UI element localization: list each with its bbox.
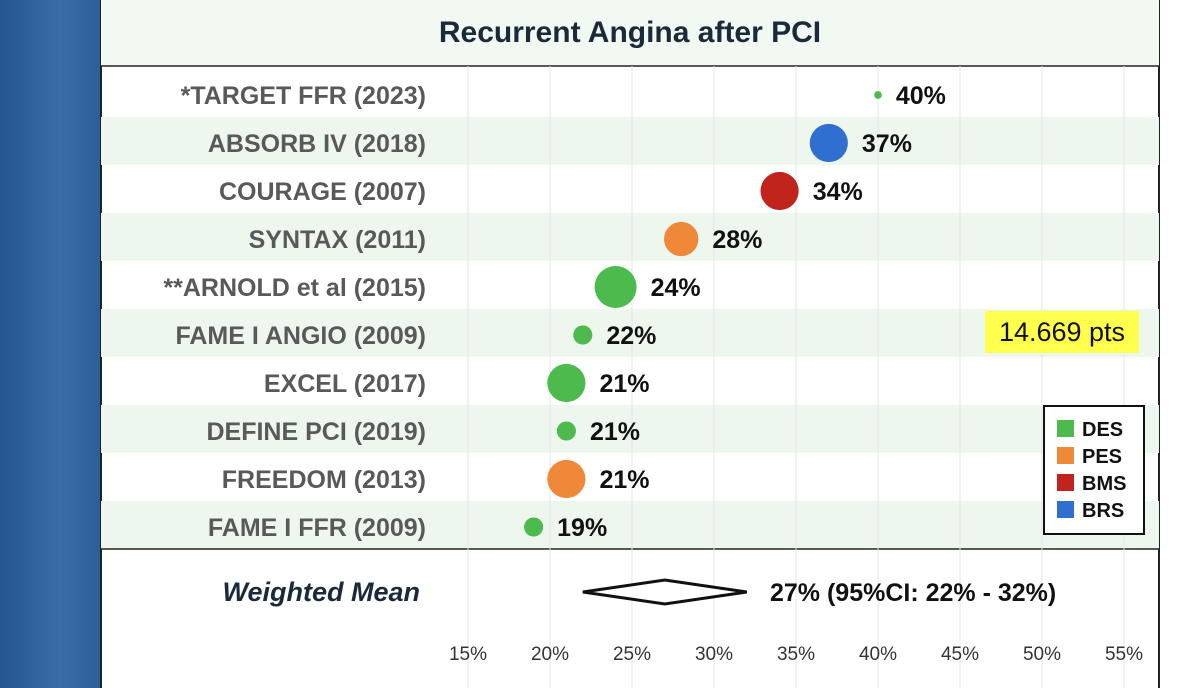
x-tick-label: 30% [695, 644, 733, 665]
x-tick-label: 25% [613, 644, 651, 665]
weighted-mean-value: 27% (95%CI: 22% - 32%) [770, 579, 1056, 607]
background-layer [101, 0, 1159, 550]
row-stripe [101, 213, 1159, 261]
legend-swatch [1057, 420, 1074, 437]
legend-label: PES [1082, 446, 1122, 468]
x-tick-label: 50% [1023, 644, 1061, 665]
study-marker [573, 325, 593, 345]
study-value-label: 40% [896, 82, 946, 110]
slide-margin [1160, 0, 1200, 688]
legend-swatch [1057, 474, 1074, 491]
study-value-label: 21% [599, 370, 649, 398]
study-value-label: 21% [590, 418, 640, 446]
study-marker [809, 123, 848, 163]
study-marker [556, 421, 576, 441]
row-stripe [101, 501, 1159, 549]
study-label: FAME I FFR (2009) [208, 514, 426, 542]
x-tick-label: 45% [941, 644, 979, 665]
row-stripe [101, 309, 1159, 357]
weighted-mean-layer: Weighted Mean 27% (95%CI: 22% - 32%) [222, 577, 1056, 607]
study-label: ABSORB IV (2018) [208, 130, 426, 158]
study-label: SYNTAX (2011) [249, 226, 426, 254]
legend-swatch [1057, 501, 1074, 518]
study-value-label: 28% [712, 226, 762, 254]
study-label: FAME I ANGIO (2009) [175, 322, 426, 350]
study-value-label: 34% [813, 178, 863, 206]
legend-label: DES [1082, 419, 1123, 441]
study-value-label: 21% [599, 466, 649, 494]
study-marker [524, 517, 544, 537]
study-marker [874, 91, 882, 99]
x-tick-label: 20% [531, 644, 569, 665]
weighted-mean-label: Weighted Mean [222, 577, 420, 607]
legend: DES PES BMS BRS [1043, 405, 1145, 535]
study-label: EXCEL (2017) [264, 370, 426, 398]
weighted-mean-diamond [582, 578, 748, 606]
x-tick-label: 15% [449, 644, 487, 665]
study-label: FREEDOM (2013) [222, 466, 426, 494]
study-value-label: 19% [557, 514, 607, 542]
study-marker [760, 171, 799, 211]
study-label: **ARNOLD et al (2015) [163, 274, 426, 302]
study-label: COURAGE (2007) [219, 178, 426, 206]
study-label: *TARGET FFR (2023) [181, 82, 426, 110]
legend-swatch [1057, 447, 1074, 464]
chart-title: Recurrent Angina after PCI [439, 16, 821, 49]
study-value-label: 37% [862, 130, 912, 158]
study-value-label: 22% [606, 322, 656, 350]
legend-label: BRS [1082, 500, 1124, 522]
study-marker [547, 459, 586, 499]
score-badge: 14.669 pts [985, 311, 1139, 353]
study-marker [594, 266, 637, 308]
row-stripe [101, 117, 1159, 165]
study-marker [664, 221, 699, 257]
study-marker [547, 363, 586, 403]
rows-layer: *TARGET FFR (2023) 40% ABSORB IV (2018) 37%… [163, 82, 945, 542]
x-tick-label: 40% [859, 644, 897, 665]
legend-label: BMS [1082, 473, 1126, 495]
row-stripe [101, 405, 1159, 453]
study-value-label: 24% [651, 274, 701, 302]
x-tick-label: 35% [777, 644, 815, 665]
header-band [101, 0, 1159, 66]
study-label: DEFINE PCI (2019) [206, 418, 426, 446]
x-axis-ticks: 15% 20% 25% 30% 35% 40% 45% 50% 55% [449, 644, 1143, 665]
x-tick-label: 55% [1105, 644, 1143, 665]
